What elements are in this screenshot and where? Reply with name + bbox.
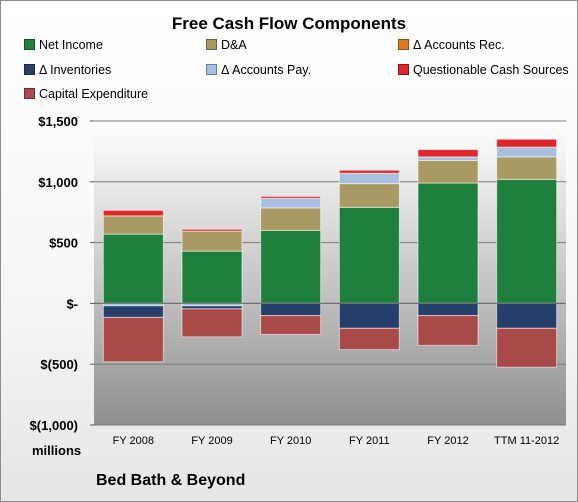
legend-item: Δ Inventories: [24, 63, 111, 77]
y-tick-label: $500: [49, 236, 78, 251]
chart-title: Free Cash Flow Components: [171, 14, 407, 33]
bar-d-a: [417, 160, 479, 184]
y-tick-label: $(1,000): [30, 418, 78, 433]
bar-questionable-cash-sources: [102, 209, 164, 217]
x-tick-label: FY 2008: [113, 435, 154, 447]
legend-swatch: [398, 39, 409, 50]
bar-accounts-pay: [260, 197, 322, 209]
bar-d-a: [496, 156, 558, 180]
units-label: millions: [32, 443, 82, 458]
plot-area: [94, 121, 566, 425]
legend-label: Δ Accounts Pay.: [221, 63, 312, 77]
bar-inventories: [496, 302, 558, 329]
legend-item: Net Income: [24, 38, 103, 52]
bar-capital-expenditure: [260, 315, 322, 335]
y-tick-label: $1,000: [38, 175, 78, 190]
legend-swatch: [24, 88, 35, 99]
legend-swatch: [206, 39, 217, 50]
legend-item: Questionable Cash Sources: [398, 63, 569, 77]
bar-accounts-pay: [417, 156, 479, 162]
company-name: Bed Bath & Beyond: [96, 472, 246, 489]
x-tick-label: FY 2011: [349, 435, 390, 447]
legend-label: Net Income: [39, 38, 103, 52]
legend-swatch: [206, 64, 217, 75]
bar-net-income: [417, 182, 479, 304]
bar-questionable-cash-sources: [417, 149, 479, 158]
bar-d-a: [338, 183, 400, 208]
legend-label: Capital Expenditure: [39, 87, 149, 101]
bar-net-income: [496, 178, 558, 304]
bar-accounts-pay: [338, 172, 400, 185]
x-tick-label: FY 2010: [270, 435, 311, 447]
bar-inventories: [102, 305, 164, 318]
legend-swatch: [24, 39, 35, 50]
legend-item: Δ Accounts Rec.: [398, 38, 505, 52]
bar-net-income: [338, 206, 400, 304]
bar-questionable-cash-sources: [338, 169, 400, 174]
y-tick-label: $-: [66, 296, 78, 311]
bar-capital-expenditure: [338, 327, 400, 351]
bar-capital-expenditure: [417, 315, 479, 346]
legend-item: D&A: [206, 38, 247, 52]
legend-label: Δ Inventories: [39, 63, 112, 77]
x-tick-label: TTM 11-2012: [494, 435, 559, 447]
bar-inventories: [260, 302, 322, 317]
y-tick-label: $(500): [40, 357, 78, 372]
bar-questionable-cash-sources: [260, 195, 322, 199]
bar-d-a: [181, 230, 243, 252]
legend-swatch: [24, 64, 35, 75]
legend-label: Δ Accounts Rec.: [413, 38, 505, 52]
bar-net-income: [181, 250, 243, 304]
bar-accounts-pay: [496, 146, 558, 158]
bar-net-income: [260, 229, 322, 304]
bar-inventories: [417, 302, 479, 317]
legend-item: Δ Accounts Pay.: [206, 63, 311, 77]
legend-swatch: [398, 64, 409, 75]
bar-questionable-cash-sources: [496, 138, 558, 148]
bar-d-a: [260, 207, 322, 231]
bar-d-a: [102, 215, 164, 235]
legend-label: D&A: [221, 38, 247, 52]
y-tick-label: $1,500: [38, 114, 78, 129]
bar-questionable-cash-sources: [181, 228, 243, 232]
legend-label: Questionable Cash Sources: [413, 63, 569, 77]
bar-inventories: [338, 302, 400, 329]
bar-net-income: [102, 233, 164, 304]
bar-capital-expenditure: [496, 327, 558, 368]
bar-capital-expenditure: [102, 316, 164, 363]
legend-item: Capital Expenditure: [24, 87, 148, 101]
x-tick-label: FY 2012: [427, 435, 468, 447]
bar-capital-expenditure: [181, 308, 243, 338]
x-tick-label: FY 2009: [191, 435, 232, 447]
